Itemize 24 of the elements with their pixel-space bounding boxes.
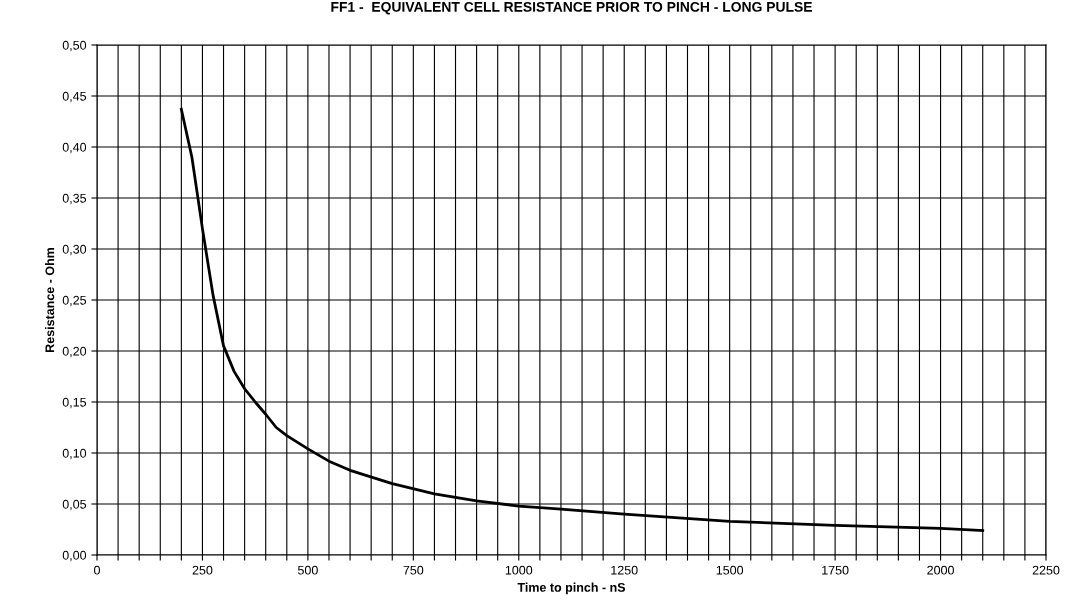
x-tick-label: 0 <box>94 565 100 575</box>
x-tick-label: 2000 <box>927 565 954 575</box>
chart-title: FF1 - EQUIVALENT CELL RESISTANCE PRIOR TO PINCH - LONG PULSE <box>331 1 812 15</box>
x-tick-label: 1250 <box>611 565 638 575</box>
y-tick-label: 0,45 <box>62 91 87 103</box>
y-tick-label: 0,35 <box>62 193 87 205</box>
y-tick-label: 0,20 <box>62 346 87 358</box>
y-tick-label: 0,40 <box>62 142 87 154</box>
x-tick-label: 750 <box>403 565 424 575</box>
x-tick-label: 1750 <box>822 565 849 575</box>
y-tick-label: 0,25 <box>62 295 87 307</box>
x-tick-label: 250 <box>192 565 213 575</box>
y-tick-label: 0,15 <box>62 397 87 409</box>
y-axis-title: Resistance - Ohm <box>45 247 55 352</box>
y-tick-label: 0,10 <box>62 448 87 460</box>
y-tick-label: 0,05 <box>62 499 87 511</box>
x-tick-label: 1500 <box>716 565 744 575</box>
y-tick-label: 0,30 <box>62 244 87 256</box>
y-tick-label: 0,00 <box>62 550 87 562</box>
x-tick-label: 1000 <box>505 565 533 575</box>
x-axis-title: Time to pinch - nS <box>517 582 626 595</box>
y-tick-label: 0,50 <box>62 40 87 52</box>
x-tick-label: 500 <box>297 565 318 575</box>
x-tick-label: 2250 <box>1032 565 1060 575</box>
